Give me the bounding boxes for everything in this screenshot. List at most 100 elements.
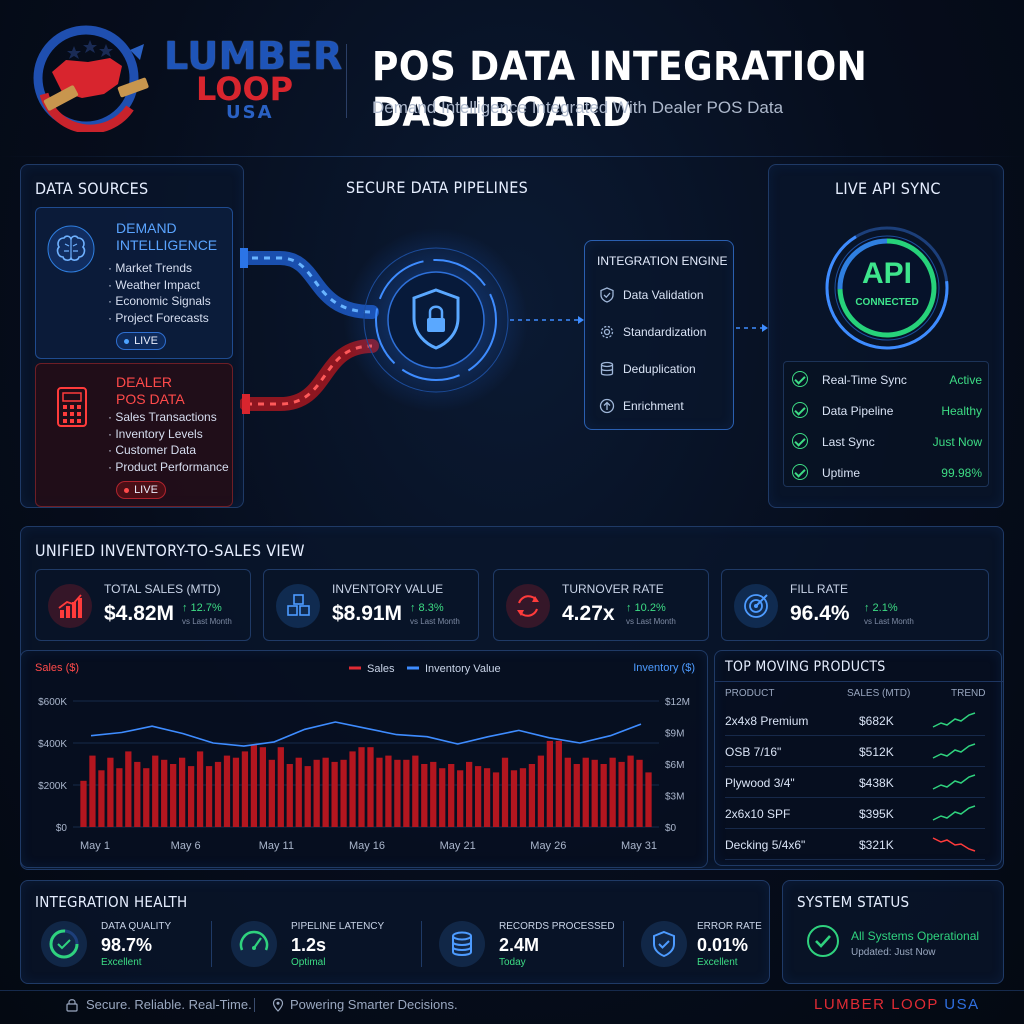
y-left-tick: $0: [56, 823, 68, 834]
sales-bar: [573, 764, 580, 827]
sales-bar: [483, 768, 491, 827]
connector-arrow-icon: [762, 324, 768, 332]
sales-bar: [313, 759, 320, 827]
sales-bar: [582, 757, 589, 827]
health-error-rate[interactable]: ERROR RATE 0.01% Excellent: [641, 917, 841, 977]
dealer-pos-card[interactable]: DEALER POS DATA · Sales Transactions · I…: [35, 363, 233, 507]
sales-bar: [196, 751, 204, 827]
database-icon: [600, 361, 614, 376]
database-icon: [439, 921, 485, 967]
sales-bar: [492, 772, 500, 827]
sales-bar: [277, 747, 284, 827]
sales-bar: [376, 757, 383, 827]
demand-item: · Weather Impact: [108, 277, 200, 292]
footer-tagline-left: Secure. Reliable. Real-Time.: [66, 997, 252, 1012]
sales-bar: [340, 759, 347, 827]
brand-logo: [30, 22, 330, 134]
sales-bar: [205, 766, 213, 827]
speedometer-icon: [231, 921, 277, 967]
sales-bar: [322, 757, 329, 827]
health-pipeline-latency[interactable]: PIPELINE LATENCY 1.2s Optimal: [231, 917, 431, 977]
sales-bar: [187, 766, 195, 827]
engine-step-standardization: Standardization: [599, 324, 706, 340]
hub-outer-ring: [363, 247, 509, 393]
sales-inventory-chart: Sales ($) Inventory ($) Sales Inventory Val…: [35, 662, 695, 852]
sales-bar: [125, 751, 132, 827]
system-status-text: All Systems Operational: [851, 929, 980, 943]
product-name: 2x6x10 SPF: [725, 807, 791, 821]
footer-rule: [0, 990, 1024, 991]
pos-item: · Customer Data: [108, 443, 197, 457]
health-records-processed[interactable]: RECORDS PROCESSED 2.4M Today: [439, 917, 639, 977]
check-circle-icon: [792, 402, 808, 418]
product-row[interactable]: 2x4x8 Premium $682K: [725, 706, 985, 736]
demand-title-line2: INTELLIGENCE: [116, 237, 218, 253]
kpi-label: FILL RATE: [790, 582, 849, 596]
sales-bar: [439, 768, 446, 827]
logo-emblem-icon: [33, 25, 149, 134]
page-subtitle: Demand Intelligence Integrated With Deal…: [372, 98, 784, 117]
top-products-rule: [715, 681, 1003, 682]
kpi-comparison: vs Last Month: [182, 617, 232, 626]
pos-title-line1: DEALER: [116, 374, 173, 390]
api-ring-label: API: [861, 257, 912, 290]
product-name: OSB 7/16": [725, 745, 782, 759]
health-data-quality[interactable]: DATA QUALITY 98.7% Excellent: [41, 917, 241, 977]
shield-check-icon: [641, 921, 687, 967]
kpi-delta: ↑ 10.2%: [626, 602, 666, 614]
kpi-inventory-value[interactable]: INVENTORY VALUE $8.91M ↑ 8.3% vs Last Mo…: [263, 569, 479, 641]
pos-pipe-flow: [246, 344, 373, 406]
trend-down-sparkline: [932, 837, 976, 852]
x-tick: May 21: [440, 840, 476, 852]
arrow-up-circle-icon: [599, 398, 615, 414]
target-icon: [734, 584, 778, 628]
location-pin-icon: [272, 997, 284, 1012]
sales-bar: [466, 761, 473, 827]
x-tick: May 11: [259, 840, 294, 852]
demand-live-badge: LIVE: [116, 332, 166, 350]
y-right-tick: $0: [665, 823, 677, 834]
sales-bar: [457, 770, 464, 827]
status-check-icon: [807, 925, 839, 957]
engine-step-validation: Data Validation: [599, 287, 704, 303]
kpi-fill-rate[interactable]: FILL RATE 96.4% ↑ 2.1% vs Last Month: [721, 569, 989, 641]
sales-bar: [304, 766, 311, 827]
product-row[interactable]: 2x6x10 SPF $395K: [725, 799, 985, 829]
brand-name-line2: LOOP: [196, 70, 294, 108]
sales-bar: [385, 755, 392, 827]
sales-bar: [448, 764, 455, 827]
inventory-line: [90, 721, 642, 747]
sales-bar: [286, 764, 293, 827]
trend-up-sparkline: [932, 805, 976, 821]
product-row[interactable]: Decking 5/4x6" $321K: [725, 830, 985, 860]
left-axis-label: Sales ($): [35, 662, 79, 674]
product-name: 2x4x8 Premium: [725, 714, 809, 728]
product-row[interactable]: Plywood 3/4" $438K: [725, 768, 985, 798]
footer-brand: LUMBER LOOP USA: [814, 996, 980, 1013]
pipelines-title: SECURE DATA PIPELINES: [346, 178, 529, 197]
sales-bar: [430, 761, 437, 827]
demand-title-line1: DEMAND: [116, 220, 177, 236]
sales-bar: [349, 751, 356, 827]
top-products-panel: TOP MOVING PRODUCTS PRODUCT SALES (MTD) …: [714, 650, 1003, 866]
sales-bar: [358, 747, 365, 827]
demand-intelligence-card[interactable]: DEMAND INTELLIGENCE · Market Trends · We…: [35, 207, 233, 359]
sales-bar: [80, 780, 87, 827]
product-row[interactable]: OSB 7/16" $512K: [725, 737, 985, 767]
pos-title-line2: POS DATA: [116, 391, 185, 407]
api-ring-status: CONNECTED: [855, 297, 919, 308]
product-sales: $395K: [859, 807, 894, 821]
sales-bar: [645, 772, 652, 827]
kpi-turnover-rate[interactable]: TURNOVER RATE 4.27x ↑ 10.2% vs Last Mont…: [493, 569, 709, 641]
connector-arrow-icon: [578, 316, 584, 324]
sales-bar: [421, 764, 428, 827]
sales-bar: [501, 757, 509, 827]
kpi-comparison: vs Last Month: [626, 617, 676, 626]
kpi-total-sales[interactable]: TOTAL SALES (MTD) $4.82M ↑ 12.7% vs Last…: [35, 569, 251, 641]
sales-bar: [250, 745, 258, 827]
integration-engine-panel: INTEGRATION ENGINE Data Validation Stand…: [584, 240, 734, 430]
y-left-tick: $600K: [38, 697, 67, 708]
sales-bar: [214, 761, 222, 827]
x-tick: May 6: [171, 840, 201, 852]
sales-bar: [295, 757, 302, 827]
